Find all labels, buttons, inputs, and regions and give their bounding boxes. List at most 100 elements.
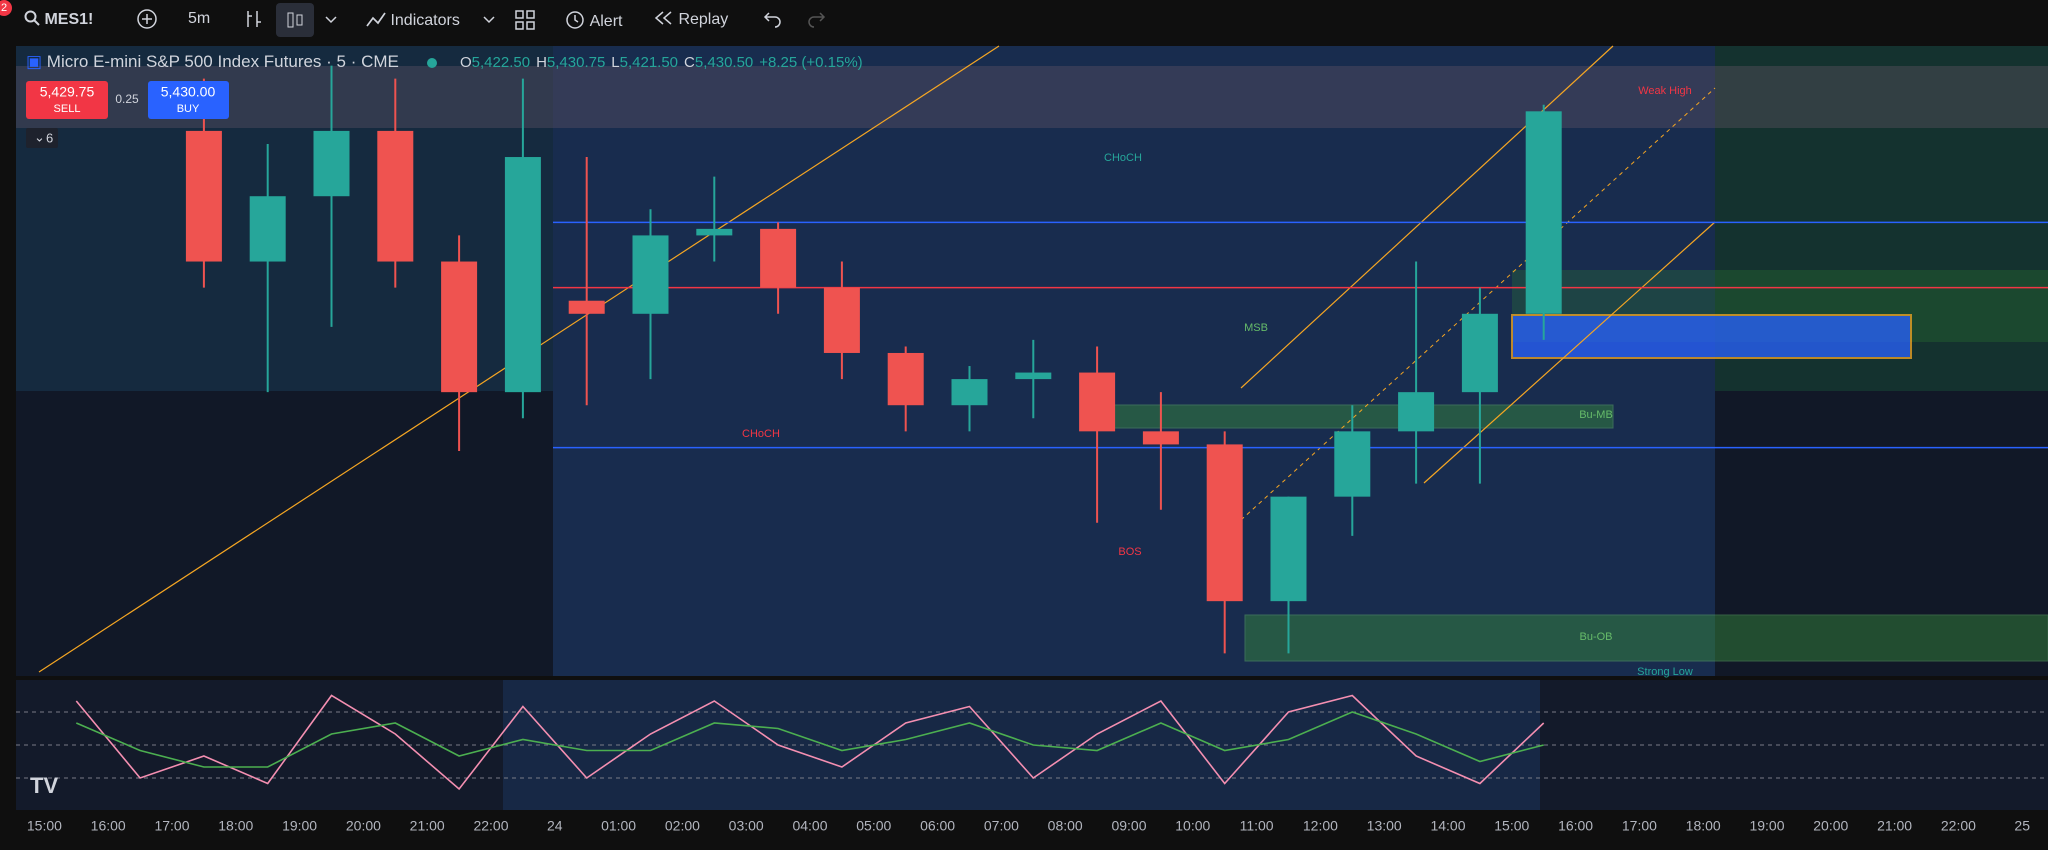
x-tick-label: 13:00 [1367,818,1402,834]
annotation: Bu-MB [1579,409,1613,421]
x-tick-label: 17:00 [154,818,189,834]
x-tick-label: 15:00 [27,818,62,834]
notification-badge[interactable]: 2 [0,0,12,16]
buy-button[interactable] [148,81,229,119]
candle-body [568,300,605,314]
add-symbol[interactable] [136,8,158,35]
candle-body [1525,111,1562,314]
indicators-icon [366,12,386,27]
instrument: Micro E-mini S&P 500 Index Futures · 5 ·… [47,52,399,71]
candle-body [1334,431,1371,497]
oscillator-line [75,711,1544,768]
x-tick-label: 05:00 [856,818,891,834]
x-tick-label: 25 [2014,818,2030,834]
alert-icon [566,11,584,29]
grid-icon [515,10,535,30]
layouts-button[interactable] [514,9,536,36]
x-tick-label: 20:00 [346,818,381,834]
sell-button[interactable] [26,81,108,119]
instrument-name: ▣ Micro E-mini S&P 500 Index Futures · 5… [26,52,399,71]
zone [553,46,1715,676]
alert-label: Alert [589,13,623,30]
h-label: H [536,54,547,71]
candle-body [377,130,414,262]
x-tick-label: 18:00 [1686,818,1721,834]
candle-body [1270,496,1307,602]
l-value: 5,421.50 [620,54,678,71]
interval[interactable]: 5m [188,10,211,27]
candle-body [1142,431,1179,445]
bar-style[interactable] [243,8,265,35]
l-label: L [611,54,619,71]
annotation: Bu-OB [1579,631,1612,643]
x-tick-label: 18:00 [218,818,253,834]
x-tick-label: 16:00 [91,818,126,834]
chart: 15:00 16:00 17:00 18:00 19:00 20:00 21:00 22:00… [0,40,2048,850]
candle-body [951,379,988,406]
logo: TV [30,773,58,798]
chevron [325,16,337,24]
channel-line [1240,45,1614,389]
bars-icon [247,11,261,27]
annotation: CHoCH [742,428,780,440]
candle-body [696,228,733,236]
undo-icon [763,12,781,28]
replay-label: Replay [678,11,729,28]
annotation: BOS [1118,546,1141,558]
change: +8.25 (+0.15%) [759,54,862,71]
indicators-label: Indicators [390,12,460,29]
x-tick-label: 14:00 [1430,818,1465,834]
sell-price[interactable]: 5,429.75 [40,84,95,100]
x-tick-label: 22:00 [473,818,508,834]
x-tick-label: 02:00 [665,818,700,834]
candle-body [823,287,860,353]
alert-button[interactable]: Alert [564,10,622,31]
redo-button[interactable] [806,10,826,33]
flag: ▣ [26,52,47,71]
x-tick-label: 06:00 [920,818,955,834]
x-tick-label: 12:00 [1303,818,1338,834]
indicators-toggle[interactable] [26,128,58,148]
x-tick-label: 09:00 [1111,818,1146,834]
search-icon [24,10,40,26]
replay-button[interactable]: Replay [654,10,728,29]
indicators-menu[interactable] [482,8,496,35]
candles-button[interactable] [276,3,314,37]
sell-label[interactable]: SELL [54,103,81,115]
ohlc: O5,422.50 H5,430.75 L5,421.50 C5,430.50 +8.2… [460,54,863,71]
x-tick-label: 04:00 [792,818,827,834]
annotation: MSB [1244,322,1268,334]
indicators-chevron: ⌄ [34,129,45,144]
c-value: 5,430.50 [695,54,753,71]
o-value: 5,422.50 [472,54,530,71]
h-value: 5,430.75 [547,54,605,71]
x-tick-label: 01:00 [601,818,636,834]
symbol: MES1! [44,11,94,28]
candle-body [632,235,669,314]
annotation: Strong Low [1637,666,1693,678]
x-tick-label: 21:00 [410,818,445,834]
c-label: C [684,54,695,71]
undo-button[interactable] [763,10,783,33]
chart-type-menu[interactable] [324,8,338,35]
annotation: Weak High [1638,85,1692,97]
x-tick-label: 03:00 [729,818,764,834]
replay-icon [654,11,672,25]
x-tick-label: 21:00 [1877,818,1912,834]
chevron [483,16,495,24]
buy-label[interactable]: BUY [177,103,200,115]
oscillator-line [75,694,1545,791]
order-box [1511,314,1912,359]
candle-body [1206,444,1243,602]
spread: 0.25 [115,92,139,106]
indicators-button[interactable]: Indicators [366,10,460,30]
x-tick-label: 15:00 [1494,818,1529,834]
candle-body [249,196,286,262]
symbol-search[interactable]: MES1! [24,10,93,29]
channel-line [1423,221,1716,484]
buy-price[interactable]: 5,430.00 [161,84,216,100]
indicator-count[interactable]: 6 [46,130,53,145]
x-tick-label: 10:00 [1175,818,1210,834]
candle-body [441,261,478,393]
